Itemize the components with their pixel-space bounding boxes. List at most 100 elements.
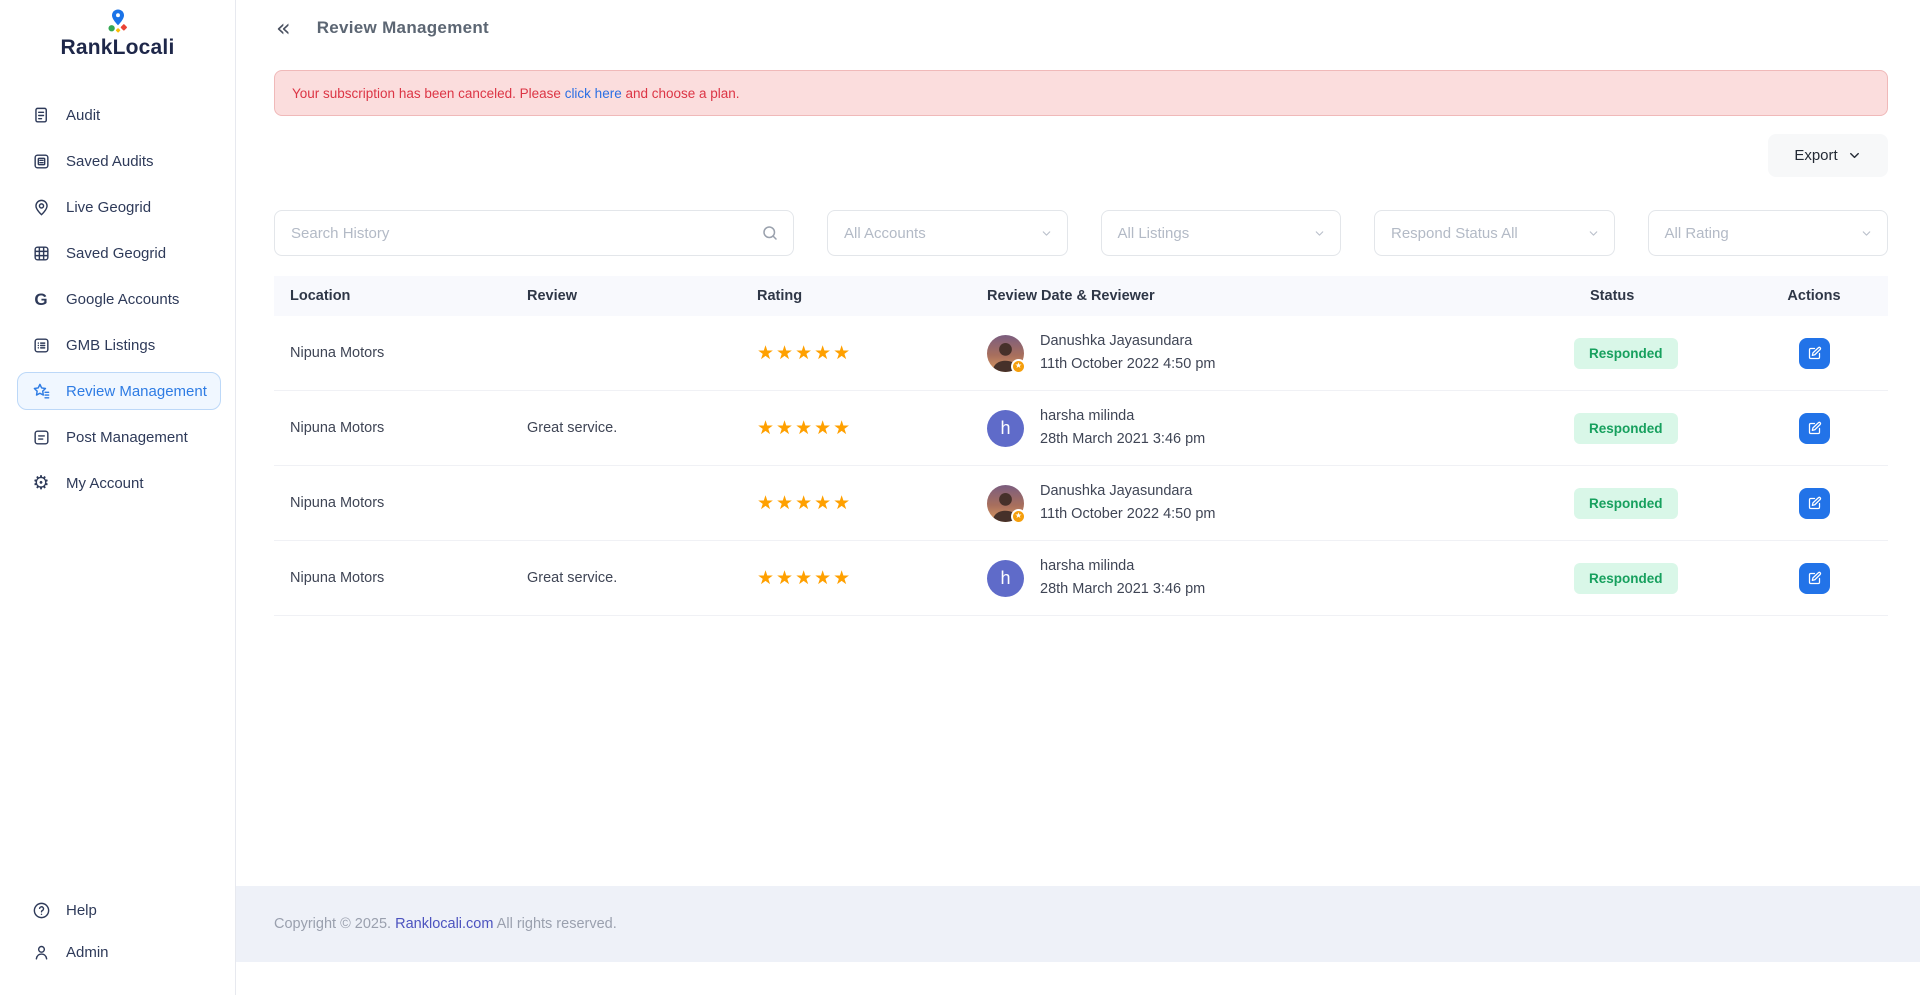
review-text-cell: Great service.: [527, 570, 618, 586]
sidebar-item-audit[interactable]: Audit: [17, 96, 221, 134]
audit-icon: [31, 105, 51, 125]
listings-filter-value: All Listings: [1117, 224, 1190, 242]
bottom-gap: [236, 962, 1920, 995]
sidebar-item-label: Help: [66, 901, 97, 919]
alert-text-after: and choose a plan.: [621, 85, 740, 101]
location-cell: Nipuna Motors: [290, 570, 385, 586]
status-cell: Responded: [1540, 412, 1740, 444]
sidebar-item-label: Google Accounts: [66, 290, 180, 308]
star-rating-icons: ★★★★★: [757, 567, 853, 589]
edit-icon: [1808, 421, 1821, 434]
admin-user-icon: [31, 942, 51, 962]
sidebar-item-label: Saved Audits: [66, 152, 154, 170]
review-management-icon: [31, 381, 51, 401]
export-row: Export: [236, 116, 1920, 177]
sidebar-item-saved-audits[interactable]: Saved Audits: [17, 142, 221, 180]
actions-cell: [1740, 337, 1888, 369]
sidebar-item-label: Post Management: [66, 428, 188, 446]
edit-review-button[interactable]: [1798, 562, 1830, 594]
search-box: [274, 210, 794, 256]
sidebar-item-google-accounts[interactable]: G Google Accounts: [17, 280, 221, 318]
edit-icon: [1808, 571, 1821, 584]
live-geogrid-icon: [31, 197, 51, 217]
review-text-cell: Great service.: [527, 420, 618, 436]
status-badge: Responded: [1574, 412, 1678, 444]
search-icon[interactable]: [761, 224, 779, 242]
chevron-down-icon: [1042, 230, 1050, 236]
actions-cell: [1740, 412, 1888, 444]
listings-filter-select[interactable]: All Listings: [1100, 210, 1341, 256]
review-date: 11th October 2022 4:50 pm: [1040, 505, 1216, 522]
status-cell: Responded: [1540, 487, 1740, 519]
reviewer-cell: ★ Danushka Jayasundara 11th October 2022…: [971, 482, 1540, 524]
reviewer-avatar: h: [987, 559, 1024, 597]
click-here-link[interactable]: click here: [564, 85, 622, 101]
actions-cell: [1740, 487, 1888, 519]
collapse-sidebar-icon[interactable]: «: [276, 14, 291, 42]
status-badge: Responded: [1574, 562, 1678, 594]
subscription-alert: Your subscription has been canceled. Ple…: [274, 70, 1888, 116]
column-header-actions: Actions: [1787, 288, 1841, 304]
sidebar-item-label: Live Geogrid: [66, 198, 152, 216]
edit-review-button[interactable]: [1798, 487, 1830, 519]
help-icon: [31, 900, 51, 920]
edit-review-button[interactable]: [1798, 337, 1830, 369]
filters-row: All Accounts All Listings Respond Status…: [274, 210, 1888, 256]
sidebar-item-label: Review Management: [66, 382, 207, 400]
export-label: Export: [1794, 147, 1838, 164]
export-button[interactable]: Export: [1768, 134, 1888, 177]
reviewer-cell: h harsha milinda 28th March 2021 3:46 pm: [971, 407, 1540, 449]
star-rating-icons: ★★★★★: [757, 492, 853, 514]
reviewer-cell: h harsha milinda 28th March 2021 3:46 pm: [971, 557, 1540, 599]
reviewer-meta: Danushka Jayasundara 11th October 2022 4…: [1040, 332, 1215, 374]
reviewer-meta: harsha milinda 28th March 2021 3:46 pm: [1040, 557, 1205, 599]
sidebar-item-my-account[interactable]: ⚙ My Account: [17, 464, 221, 502]
location-cell: Nipuna Motors: [290, 420, 385, 436]
sidebar-nav: Audit Saved Audits Live Geogrid Saved Ge…: [0, 92, 235, 506]
saved-audits-icon: [31, 151, 51, 171]
reviewer-avatar: ★: [987, 484, 1026, 524]
gear-icon: ⚙: [32, 471, 50, 494]
column-header-rating: Rating: [757, 288, 803, 304]
gmb-listings-icon: [31, 335, 51, 355]
respond-status-filter-select[interactable]: Respond Status All: [1374, 210, 1615, 256]
sidebar-item-admin[interactable]: Admin: [17, 933, 221, 971]
copyright-text-after: All rights reserved.: [493, 916, 617, 932]
star-rating-icons: ★★★★★: [757, 417, 853, 439]
reviewer-meta: Danushka Jayasundara 11th October 2022 4…: [1040, 482, 1215, 524]
status-badge: Responded: [1574, 487, 1678, 519]
column-header-status: Status: [1590, 288, 1635, 304]
sidebar-item-label: My Account: [66, 474, 144, 492]
table-row: Nipuna Motors Great service. ★★★★★ h har…: [274, 391, 1888, 466]
chevron-down-icon: [1589, 230, 1597, 236]
reviewer-name: harsha milinda: [1040, 407, 1135, 424]
google-icon: G: [34, 289, 48, 309]
status-cell: Responded: [1540, 562, 1740, 594]
actions-cell: [1740, 562, 1888, 594]
reviewer-name: Danushka Jayasundara: [1040, 482, 1193, 499]
accounts-filter-select[interactable]: All Accounts: [827, 210, 1068, 256]
sidebar-item-help[interactable]: Help: [17, 891, 221, 929]
sidebar-item-label: Audit: [66, 106, 101, 124]
sidebar-item-review-management[interactable]: Review Management: [17, 372, 221, 410]
search-input[interactable]: [291, 224, 761, 242]
topbar: « Review Management: [236, 0, 1920, 40]
map-pin-logo-icon: [107, 9, 127, 33]
rating-filter-select[interactable]: All Rating: [1647, 210, 1888, 256]
sidebar-item-gmb-listings[interactable]: GMB Listings: [17, 326, 221, 364]
star-rating-icons: ★★★★★: [757, 342, 853, 364]
edit-review-button[interactable]: [1798, 412, 1830, 444]
sidebar-item-post-management[interactable]: Post Management: [17, 418, 221, 456]
reviewer-avatar: h: [987, 409, 1024, 447]
column-header-reviewer: Review Date & Reviewer: [987, 288, 1155, 304]
saved-geogrid-icon: [31, 243, 51, 263]
local-guide-badge-icon: ★: [1011, 358, 1026, 374]
ranklocali-link[interactable]: Ranklocali.com: [395, 916, 494, 932]
page-title: Review Management: [316, 18, 490, 37]
column-header-location: Location: [290, 288, 351, 304]
sidebar-item-label: GMB Listings: [66, 336, 156, 354]
sidebar-item-saved-geogrid[interactable]: Saved Geogrid: [17, 234, 221, 272]
reviewer-name: harsha milinda: [1040, 557, 1135, 574]
sidebar-item-live-geogrid[interactable]: Live Geogrid: [17, 188, 221, 226]
table-row: Nipuna Motors Great service. ★★★★★ h har…: [274, 541, 1888, 616]
